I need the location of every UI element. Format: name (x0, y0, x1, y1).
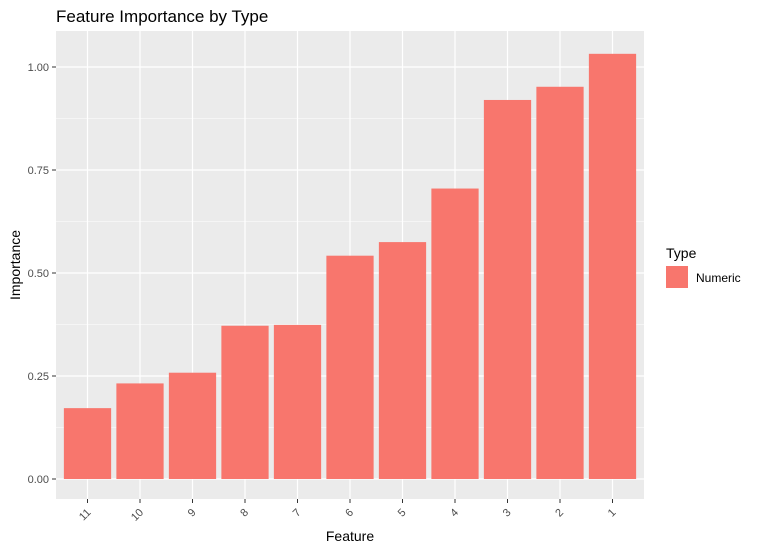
x-tick-label: 9 (186, 507, 199, 520)
bar-series (63, 53, 637, 480)
bar-feature-3 (483, 99, 532, 480)
x-tick-label: 10 (129, 507, 146, 524)
bar-feature-8 (221, 325, 269, 479)
y-tick-label: 1.00 (28, 62, 49, 74)
bar-feature-1 (588, 53, 637, 479)
x-tick-label: 5 (396, 507, 409, 520)
x-tick-label: 4 (448, 507, 461, 520)
bar-feature-9 (168, 372, 217, 479)
bar-feature-10 (116, 383, 164, 479)
bar-feature-2 (536, 86, 584, 479)
y-tick-label: 0.25 (28, 371, 49, 383)
bar-feature-5 (378, 242, 427, 479)
legend-key-numeric (666, 266, 688, 288)
bar-feature-6 (326, 255, 374, 479)
x-tick-label: 11 (77, 507, 94, 524)
y-tick-label: 0.75 (28, 165, 49, 177)
bar-feature-7 (273, 324, 322, 479)
x-tick-label: 1 (606, 507, 619, 520)
x-tick-label: 3 (501, 507, 514, 520)
legend: Type Numeric (666, 245, 741, 288)
x-tick-label: 6 (343, 507, 356, 520)
chart-title: Feature Importance by Type (56, 7, 268, 26)
y-axis: 0.00 0.25 0.50 0.75 1.00 (28, 62, 56, 486)
x-tick-label: 2 (553, 507, 566, 520)
x-axis: 11 10 9 8 7 6 5 4 3 2 1 (77, 499, 619, 524)
y-tick-label: 0.00 (28, 474, 49, 486)
y-tick-label: 0.50 (28, 268, 49, 280)
x-tick-label: 8 (238, 507, 251, 520)
y-axis-title: Importance (7, 230, 23, 300)
bar-feature-4 (431, 188, 479, 480)
x-tick-label: 7 (291, 507, 304, 520)
bar-feature-11 (63, 408, 112, 479)
legend-label-numeric: Numeric (696, 271, 741, 285)
legend-title: Type (666, 245, 697, 261)
x-axis-title: Feature (326, 528, 374, 544)
